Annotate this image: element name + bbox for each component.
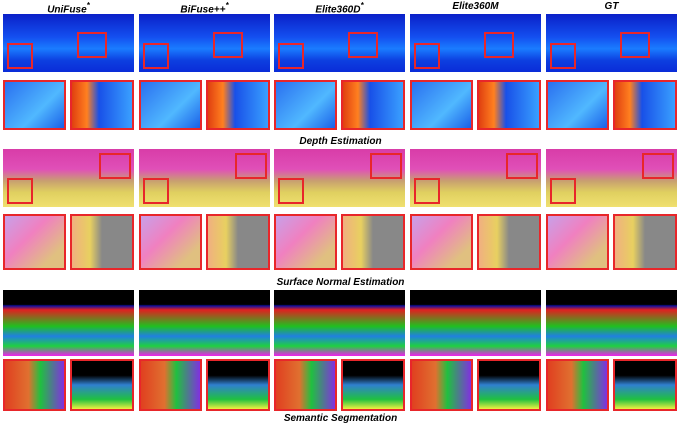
highlight-box <box>370 153 402 180</box>
crop <box>70 359 134 411</box>
crop <box>274 80 337 130</box>
highlight-box <box>642 153 674 180</box>
crop <box>139 80 202 130</box>
crop <box>206 80 270 130</box>
method-name: Elite360D <box>315 4 361 16</box>
crop <box>546 214 609 270</box>
column-header: UniFuse* <box>3 1 134 15</box>
crop <box>410 80 473 130</box>
crop <box>70 80 134 130</box>
highlight-box <box>213 32 243 59</box>
method-name: Elite360M <box>452 1 499 12</box>
crop <box>341 80 405 130</box>
crop <box>410 359 473 411</box>
highlight-box <box>278 43 304 70</box>
crop <box>546 359 609 411</box>
method-name: BiFuse++ <box>180 4 226 16</box>
highlight-box <box>550 43 576 70</box>
panorama <box>546 149 677 207</box>
section-caption: Depth Estimation <box>299 136 382 147</box>
crop <box>3 359 66 411</box>
crop <box>613 359 677 411</box>
highlight-box <box>484 32 514 59</box>
method-mark: * <box>86 1 90 10</box>
highlight-box <box>414 178 440 205</box>
section-caption: Semantic Segmentation <box>283 413 398 424</box>
panorama <box>274 290 405 356</box>
highlight-box <box>99 153 131 180</box>
panorama <box>139 14 270 72</box>
crop <box>341 214 405 270</box>
crop <box>3 80 66 130</box>
crop <box>477 214 541 270</box>
crop <box>3 214 66 270</box>
panorama <box>139 149 270 207</box>
column-header: Elite360M <box>410 1 541 12</box>
crop <box>477 359 541 411</box>
highlight-box <box>506 153 538 180</box>
crop <box>613 214 677 270</box>
highlight-box <box>348 32 378 59</box>
column-header: BiFuse++* <box>139 1 270 15</box>
highlight-box <box>235 153 267 180</box>
highlight-box <box>7 43 33 70</box>
crop <box>546 80 609 130</box>
crop <box>70 214 134 270</box>
panorama <box>274 14 405 72</box>
crop <box>206 359 270 411</box>
crop <box>206 214 270 270</box>
column-header: GT <box>546 1 677 12</box>
panorama <box>410 14 541 72</box>
crop <box>341 359 405 411</box>
crop <box>139 359 202 411</box>
panorama <box>139 290 270 356</box>
highlight-box <box>7 178 33 205</box>
method-name: UniFuse <box>47 4 87 16</box>
panorama <box>410 149 541 207</box>
panorama <box>410 290 541 356</box>
panorama <box>3 290 134 356</box>
highlight-box <box>77 32 107 59</box>
panorama <box>546 14 677 72</box>
highlight-box <box>620 32 650 59</box>
highlight-box <box>550 178 576 205</box>
method-mark: * <box>360 1 364 10</box>
column-header: Elite360D* <box>274 1 405 15</box>
highlight-box <box>143 43 169 70</box>
highlight-box <box>278 178 304 205</box>
highlight-box <box>414 43 440 70</box>
crop <box>613 80 677 130</box>
crop <box>274 359 337 411</box>
panorama <box>274 149 405 207</box>
method-mark: * <box>225 1 229 10</box>
panorama <box>546 290 677 356</box>
crop <box>410 214 473 270</box>
crop <box>274 214 337 270</box>
crop <box>139 214 202 270</box>
method-name: GT <box>604 1 619 12</box>
panorama <box>3 149 134 207</box>
crop <box>477 80 541 130</box>
panorama <box>3 14 134 72</box>
highlight-box <box>143 178 169 205</box>
section-caption: Surface Normal Estimation <box>276 277 405 288</box>
